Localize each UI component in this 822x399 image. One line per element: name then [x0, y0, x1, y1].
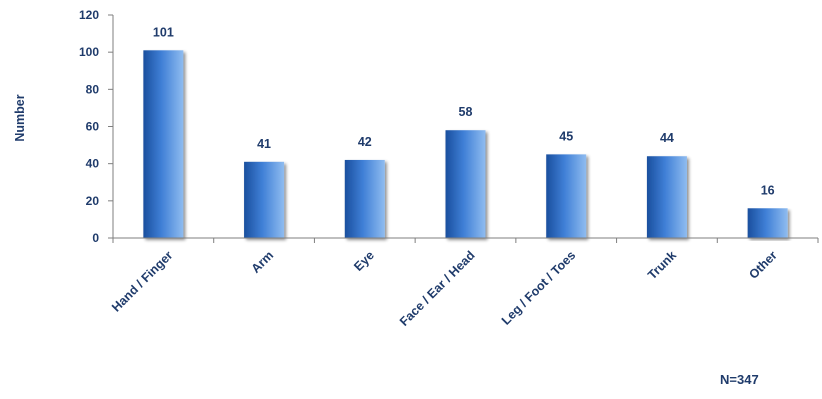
bar — [344, 159, 385, 238]
data-label: 42 — [358, 135, 372, 149]
y-tick-label: 0 — [92, 231, 99, 245]
y-tick-label: 80 — [86, 82, 100, 96]
bar — [445, 130, 486, 238]
y-axis-title: Number — [13, 94, 27, 141]
x-category-label: Eye — [351, 248, 377, 274]
x-category-label: Other — [746, 248, 780, 282]
y-tick-label: 100 — [79, 45, 99, 59]
bar — [646, 156, 687, 238]
data-label: 44 — [660, 131, 674, 145]
y-tick-label: 120 — [79, 8, 99, 22]
bar — [143, 50, 184, 238]
x-category-label: Trunk — [645, 248, 679, 282]
x-axis: Hand / Finger Arm Eye Face / Ear / Head Leg … — [109, 237, 819, 329]
x-category-label: Hand / Finger — [109, 248, 175, 314]
bar — [546, 154, 587, 238]
data-label: 45 — [559, 129, 573, 143]
data-label: 101 — [153, 25, 174, 39]
y-axis: 0 20 40 60 80 100 120 — [79, 8, 114, 245]
bars: 101 41 42 58 45 44 16 — [143, 25, 788, 238]
y-tick-label: 20 — [86, 194, 100, 208]
bar — [244, 161, 285, 238]
y-tick-label: 60 — [86, 120, 100, 134]
x-category-label: Arm — [249, 248, 277, 276]
data-label: 58 — [459, 105, 473, 119]
x-category-label: Face / Ear / Head — [397, 248, 478, 329]
data-label: 16 — [761, 183, 775, 197]
x-category-label: Leg / Foot / Toes — [499, 248, 578, 327]
y-tick-label: 40 — [86, 157, 100, 171]
bar — [747, 208, 788, 238]
data-label: 41 — [257, 137, 271, 151]
sample-size-note: N=347 — [720, 372, 759, 387]
